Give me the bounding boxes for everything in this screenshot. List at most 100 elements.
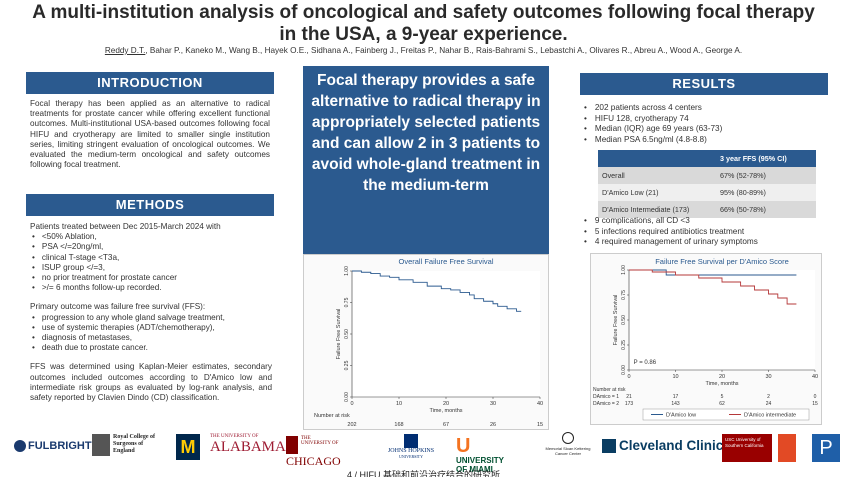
survival-curve-1 (629, 269, 797, 305)
rcs-logo: Royal College of Surgeons of England (92, 434, 162, 456)
x-tick-label: 0 (627, 374, 630, 380)
x-tick-label: 20 (719, 374, 725, 380)
risk-value: 143 (671, 401, 680, 407)
criteria-item: no prior treatment for prostate cancer (30, 273, 272, 283)
methods-body: Patients treated between Dec 2015-March … (30, 222, 272, 403)
y-tick-label: 0.50 (344, 329, 350, 339)
table-row: Overall 67% (52-78%) (598, 167, 816, 184)
table-cell: 95% (80-89%) (716, 184, 816, 201)
ffs-table-header: 3 year FFS (95% CI) (598, 150, 816, 167)
safety-bullets: 9 complications, all CD <35 infections r… (584, 216, 824, 248)
ffs-table: 3 year FFS (95% CI) Overall 67% (52-78%) D… (598, 150, 816, 218)
x-tick-label: 30 (765, 374, 771, 380)
damico-ffs-chart: Failure Free Survival per D'Amico Score 0… (590, 253, 822, 425)
x-axis-label: Time, months (429, 408, 462, 414)
risk-value: 2 (767, 394, 770, 400)
cleveland-text: Cleveland Clinic (619, 438, 724, 453)
ip-logo: P (812, 434, 840, 462)
chart-title: Failure Free Survival per D'Amico Score (655, 257, 789, 266)
hopkins-sub: UNIVERSITY (399, 454, 423, 459)
y-tick-label: 1.00 (621, 265, 627, 275)
methods-intro: Patients treated between Dec 2015-March … (30, 222, 221, 231)
results-bullets: 202 patients across 4 centersHIFU 128, c… (584, 103, 824, 145)
safety-item: 9 complications, all CD <3 (584, 216, 824, 227)
risk-value: 5 (721, 394, 724, 400)
title-line-2: in the USA, a 9-year experience. (279, 24, 568, 45)
x-tick-label: 20 (443, 401, 449, 407)
x-tick-label: 40 (537, 401, 543, 407)
criteria-item: >/= 6 months follow-up recorded. (30, 283, 272, 293)
y-axis-label: Failure Free Survival (336, 309, 342, 360)
hopkins-logo: JOHNS HOPKINS UNIVERSITY (386, 434, 436, 459)
y-tick-label: 0.25 (621, 340, 627, 350)
legend-label: D'Amico low (666, 413, 696, 419)
miami-line2: OF MIAMI (456, 465, 493, 474)
mskcc-text: Memorial Sloan Kettering Cancer Center (545, 446, 591, 456)
results-item: 202 patients across 4 centers (584, 103, 824, 114)
u-icon: U (456, 435, 471, 457)
y-tick-label: 0.75 (621, 290, 627, 300)
cleveland-logo: Cleveland Clinic (602, 438, 724, 454)
mskcc-icon (562, 432, 574, 444)
rcs-text: Royal College of Surgeons of England (113, 434, 155, 454)
results-item: Median (IQR) age 69 years (63-73) (584, 124, 824, 135)
legend-box (642, 408, 810, 421)
fulbright-text: FULBRIGHT (28, 440, 92, 452)
lead-author: Reddy D.T. (104, 46, 146, 55)
chicago-text: CHICAGO (286, 454, 341, 468)
poster-title: A multi-institution analysis of oncologi… (0, 2, 847, 46)
criteria-item: <50% Ablation, (30, 232, 272, 242)
results-heading: RESULTS (580, 73, 828, 95)
p-value: P = 0.86 (634, 360, 657, 366)
introduction-text: Focal therapy has been applied as an alt… (30, 99, 270, 170)
risk-value: 202 (347, 422, 356, 428)
hopkins-text: JOHNS HOPKINS (387, 448, 435, 454)
risk-value: 15 (537, 422, 543, 428)
methods-closing: FFS was determined using Kaplan-Meier es… (30, 362, 272, 403)
table-cell: D'Amico Low (21) (598, 184, 716, 201)
footer-caption: 4 / HIFU 基础和前沿治疗结合的研究所 (346, 470, 500, 477)
michigan-logo: M (176, 434, 200, 460)
risk-value: 24 (766, 401, 772, 407)
methods-heading: METHODS (26, 194, 274, 216)
ffs-item: use of systemic therapies (ADT/chemother… (30, 323, 272, 333)
plot-area (629, 270, 815, 370)
chicago-small: THE UNIVERSITY OF (301, 436, 339, 446)
x-tick-label: 0 (350, 401, 353, 407)
overall-ffs-chart: Overall Failure Free Survival 0.00 0.25 0.5… (303, 254, 549, 430)
fulbright-logo: FULBRIGHT (14, 440, 92, 453)
results-list: 202 patients across 4 centersHIFU 128, c… (584, 103, 824, 145)
risk-row-label: DAmico = 2 (593, 401, 619, 407)
y-tick-label: 0.25 (344, 360, 350, 370)
damico-ffs-svg: Failure Free Survival per D'Amico Score 0… (593, 257, 818, 421)
usc-logo: USC University of Southern California (722, 434, 772, 462)
criteria-item: PSA </=20ng/ml, (30, 242, 272, 252)
risk-table-label: Number at risk (593, 387, 626, 393)
risk-value: 26 (490, 422, 496, 428)
phoenix-icon (286, 436, 298, 454)
table-header-cell: 3 year FFS (95% CI) (716, 150, 816, 167)
x-tick-label: 40 (812, 374, 818, 380)
x-axis-label: Time, months (705, 381, 738, 387)
survival-curve-0 (352, 270, 522, 312)
risk-value: 15 (812, 401, 818, 407)
chicago-logo: THE UNIVERSITY OF CHICAGO (286, 436, 341, 469)
risk-row-label: DAmico = 1 (593, 394, 619, 400)
risk-value: 62 (719, 401, 725, 407)
globe-icon (14, 440, 26, 453)
criteria-list: <50% Ablation,PSA </=20ng/ml,clinical T-… (30, 232, 272, 293)
results-item: Median PSA 6.5ng/ml (4.8-8.8) (584, 135, 824, 146)
x-tick-label: 10 (672, 374, 678, 380)
institution-logos: FULBRIGHT Royal College of Surgeons of E… (0, 430, 847, 474)
author-list: Reddy D.T., Bahar P., Kaneko M., Wang B.… (0, 46, 847, 55)
risk-table-label: Number at risk (314, 413, 350, 419)
y-axis-label: Failure Free Survival (613, 295, 619, 346)
risk-value: 67 (443, 422, 449, 428)
alabama-text: ALABAMA (210, 439, 286, 455)
risk-value: 17 (673, 394, 679, 400)
legend-label: D'Amico intermediate (744, 413, 796, 419)
crest-icon (92, 434, 110, 456)
table-cell: D'Amico Intermediate (173) (598, 201, 716, 218)
mskcc-logo: Memorial Sloan Kettering Cancer Center (540, 432, 596, 456)
ip-orange-block (778, 434, 796, 462)
